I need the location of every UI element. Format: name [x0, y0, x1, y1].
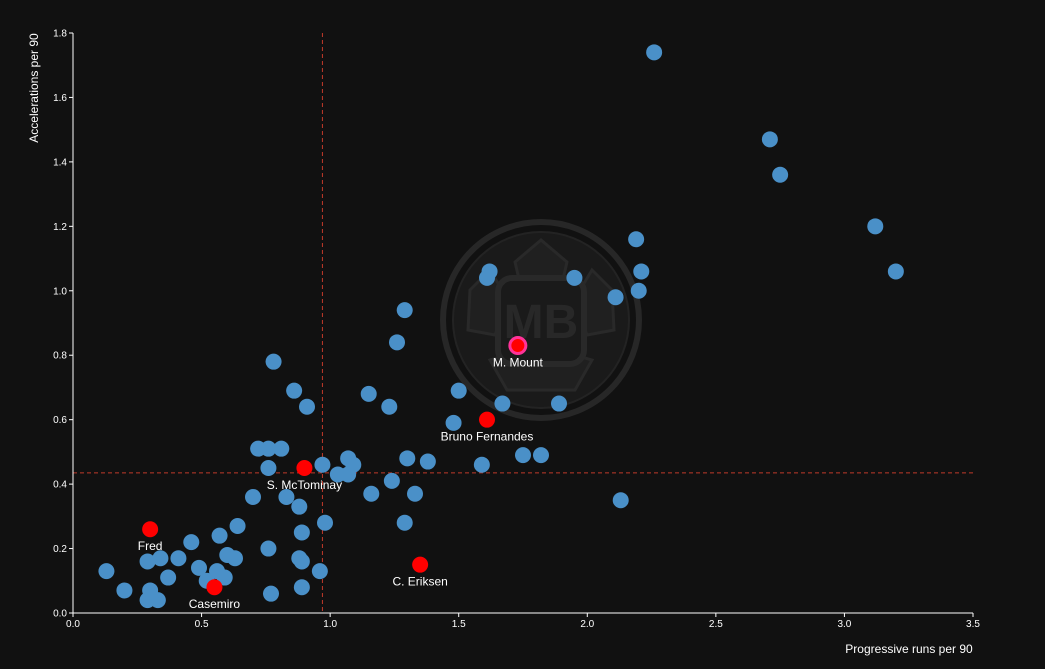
x-tick-label: 1.0 [323, 619, 337, 630]
highlight-player-point [412, 556, 429, 573]
player-point [152, 550, 169, 567]
axes: 0.0 0.5 1.0 1.5 2.0 2.5 3.0 3.5 0.0 0.2 0.4 0.6 0.8 1… [53, 29, 980, 631]
player-label: Fred [138, 539, 163, 553]
player-point [450, 382, 467, 399]
y-tick-label: 0.6 [53, 415, 67, 426]
player-point [867, 218, 884, 235]
player-point [160, 569, 177, 586]
player-label: C. Eriksen [392, 575, 447, 589]
player-point [260, 440, 277, 457]
player-point [293, 579, 310, 596]
player-point [396, 302, 413, 319]
player-point [628, 231, 645, 248]
x-tick-label: 1.5 [452, 619, 466, 630]
player-point [229, 518, 246, 534]
highlight-player-point [142, 521, 159, 538]
y-tick-label: 0.0 [53, 609, 67, 620]
player-point [273, 440, 290, 457]
x-tick-label: 2.0 [580, 619, 594, 630]
y-tick-label: 1.8 [53, 29, 67, 40]
player-point [183, 534, 200, 551]
y-tick-label: 0.4 [53, 480, 67, 491]
player-point [311, 563, 328, 580]
player-point [340, 466, 357, 483]
player-point [772, 166, 789, 183]
focus-player-point [508, 336, 528, 356]
other-players-points [98, 44, 904, 609]
player-point [293, 524, 310, 541]
player-point [607, 289, 624, 306]
player-point [360, 385, 377, 402]
player-point [263, 585, 279, 602]
player-point [515, 447, 531, 464]
player-point [612, 492, 629, 509]
highlight-player-point [479, 411, 495, 428]
player-point [887, 263, 904, 280]
player-point [761, 131, 778, 148]
player-point [630, 282, 647, 299]
y-axis-title: Accelerations per 90 [27, 33, 41, 143]
y-tick-label: 1.4 [53, 157, 67, 168]
y-tick-label: 0.2 [53, 544, 67, 555]
player-point [139, 553, 156, 570]
y-tick-label: 1.6 [53, 93, 67, 104]
player-point [314, 456, 331, 473]
player-point [473, 456, 490, 473]
x-tick-label: 2.5 [709, 619, 723, 630]
player-point [533, 447, 549, 464]
player-point [245, 489, 261, 505]
player-point [445, 414, 462, 431]
player-point [646, 44, 663, 61]
player-point [170, 550, 187, 567]
player-point [278, 489, 295, 505]
player-point [286, 382, 303, 399]
player-point [389, 334, 405, 351]
player-point [98, 563, 115, 580]
player-point [381, 398, 398, 415]
player-label: Bruno Fernandes [441, 430, 534, 444]
player-point [291, 498, 308, 515]
player-point [116, 582, 133, 599]
player-label: M. Mount [493, 356, 544, 370]
player-point [191, 559, 207, 576]
player-point [383, 472, 400, 489]
player-point [293, 553, 310, 570]
player-point [479, 269, 495, 286]
x-tick-label: 0.5 [195, 619, 209, 630]
highlight-player-point [206, 579, 223, 596]
player-point [399, 450, 416, 467]
x-tick-label: 3.5 [966, 619, 980, 630]
player-point [216, 569, 233, 586]
player-point [419, 453, 436, 470]
y-tick-label: 1.0 [53, 286, 67, 297]
highlight-players-points [142, 336, 528, 596]
player-point [265, 353, 282, 370]
highlight-player-point [296, 460, 313, 476]
y-tick-label: 1.2 [53, 222, 67, 233]
x-axis-title: Progressive runs per 90 [845, 642, 973, 656]
x-tick-label: 0.0 [66, 619, 80, 630]
player-point [633, 263, 650, 280]
player-point [566, 269, 583, 286]
player-point [227, 550, 243, 567]
player-point [494, 395, 511, 412]
player-point [299, 398, 315, 415]
player-point [211, 527, 228, 544]
player-point [551, 395, 567, 412]
y-tick-label: 0.8 [53, 351, 67, 362]
player-point [317, 514, 333, 531]
player-point [407, 485, 423, 502]
player-point [149, 592, 166, 609]
mb-logo-watermark: MB [440, 219, 642, 421]
player-point [396, 514, 413, 531]
player-point [363, 485, 380, 502]
player-label: Casemiro [189, 597, 241, 611]
x-tick-label: 3.0 [837, 619, 851, 630]
player-labels: M. Mount Bruno Fernandes S. McTominay Fred C… [138, 356, 544, 612]
player-label: S. McTominay [267, 478, 342, 492]
player-point [260, 540, 277, 557]
player-point [260, 460, 277, 476]
